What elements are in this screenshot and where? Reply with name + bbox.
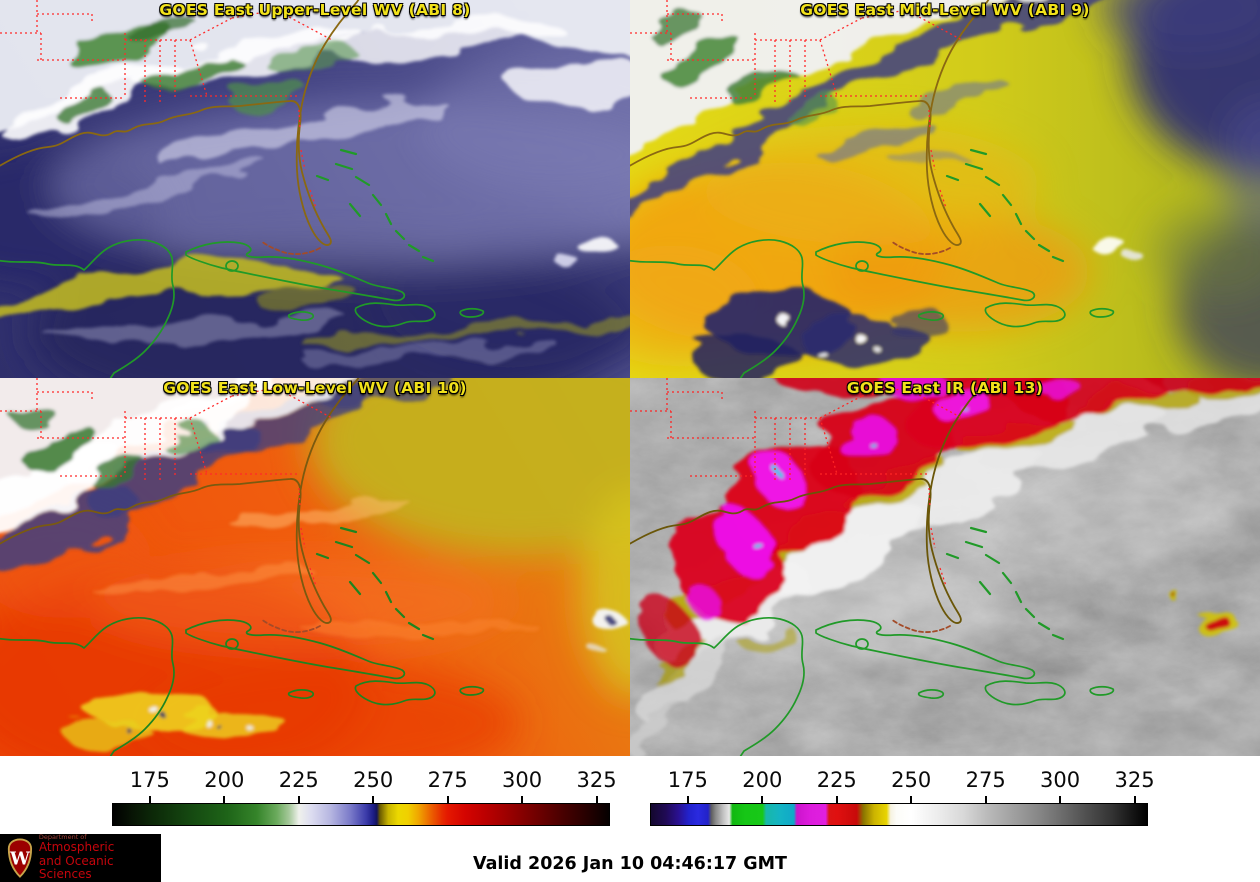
valid-timestamp: Valid 2026 Jan 10 04:46:17 GMT (473, 854, 787, 874)
tick-mark (761, 796, 764, 803)
tick-mark (910, 796, 913, 803)
uw-monogram: W (9, 849, 31, 870)
tick-mark (595, 796, 598, 803)
tick-mark (297, 796, 300, 803)
tick-label: 250 (353, 768, 394, 792)
legend-strip: 175 200 225 250 275 300 325 175 (0, 756, 1260, 882)
ir-colorbar-gradient (650, 803, 1148, 826)
tick-label: 300 (1040, 768, 1081, 792)
tick-mark (521, 796, 524, 803)
panel-title-ir: GOES East IR (ABI 13) (846, 379, 1044, 397)
tick-label: 275 (427, 768, 468, 792)
tick-label: 200 (742, 768, 783, 792)
tick-mark (1059, 796, 1062, 803)
tick-label: 250 (891, 768, 932, 792)
panel-ir: GOES East IR (ABI 13) (630, 378, 1260, 756)
wv-colorbar-ticks (112, 796, 610, 803)
tick-label: 325 (576, 768, 617, 792)
logo-text: Department of Atmospheric and Oceanic Sc… (38, 833, 161, 882)
tick-label: 225 (816, 768, 857, 792)
mid-level-wv-imagery (630, 0, 1260, 378)
tick-label: 275 (965, 768, 1006, 792)
tick-mark (148, 796, 151, 803)
ir-colorbar: 175 200 225 250 275 300 325 (650, 756, 1155, 834)
tick-mark (984, 796, 987, 803)
wv-colorbar-labels: 175 200 225 250 275 300 325 (112, 768, 617, 794)
tick-label: 300 (502, 768, 543, 792)
panel-title-low-level-wv: GOES East Low-Level WV (ABI 10) (163, 379, 467, 397)
ir-colorbar-ticks (650, 796, 1148, 803)
wv-colorbar-gradient (112, 803, 610, 826)
tick-label: 325 (1114, 768, 1155, 792)
tick-label: 225 (278, 768, 319, 792)
low-level-wv-imagery (0, 378, 630, 756)
panel-grid: GOES East Upper-Level WV (ABI 8) (0, 0, 1260, 756)
panel-low-level-wv: GOES East Low-Level WV (ABI 10) (0, 378, 630, 756)
panel-upper-level-wv: GOES East Upper-Level WV (ABI 8) (0, 0, 630, 378)
tick-mark (1133, 796, 1136, 803)
uw-crest-icon: W (7, 838, 33, 878)
tick-mark (223, 796, 226, 803)
ir-imagery (630, 378, 1260, 756)
logo-atmospheric-line: Atmospheric (38, 840, 115, 855)
tick-label: 200 (204, 768, 245, 792)
panel-title-mid-level-wv: GOES East Mid-Level WV (ABI 9) (800, 1, 1090, 19)
logo-department-line: Department of (38, 833, 87, 842)
tick-mark (446, 796, 449, 803)
panel-mid-level-wv: GOES East Mid-Level WV (ABI 9) (630, 0, 1260, 378)
tick-mark (835, 796, 838, 803)
wv-colorbar: 175 200 225 250 275 300 325 (112, 756, 617, 834)
panel-title-upper-level-wv: GOES East Upper-Level WV (ABI 8) (159, 1, 471, 19)
tick-mark (686, 796, 689, 803)
ir-colorbar-labels: 175 200 225 250 275 300 325 (650, 768, 1155, 794)
tick-mark (372, 796, 375, 803)
upper-level-wv-imagery (0, 0, 630, 378)
logo-oceanic-line: and Oceanic Sciences (38, 853, 114, 882)
tick-label: 175 (667, 768, 708, 792)
uw-aos-logo: W Department of Atmospheric and Oceanic … (0, 833, 161, 882)
tick-label: 175 (129, 768, 170, 792)
